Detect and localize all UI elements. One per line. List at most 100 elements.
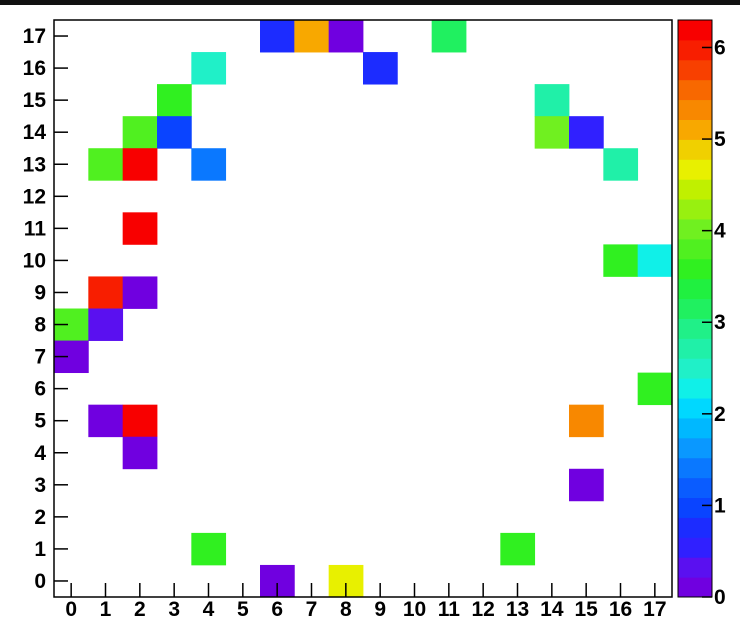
heatmap-cell <box>500 532 536 566</box>
top-border-line <box>0 0 740 5</box>
y-tick-label: 16 <box>23 57 46 80</box>
colorbar-segment <box>678 378 712 399</box>
x-tick-label: 15 <box>574 598 598 620</box>
x-tick-label: 1 <box>100 598 112 620</box>
colorbar-tick-label: 0 <box>714 586 726 609</box>
heatmap-cell <box>294 20 330 53</box>
colorbar-segment <box>678 119 712 140</box>
plot-frame <box>53 19 673 598</box>
heatmap-cell <box>191 148 227 181</box>
heatmap-cell <box>603 244 639 277</box>
heatmap-cell <box>603 148 639 181</box>
colorbar-segment <box>678 159 712 180</box>
colorbar-segment <box>678 238 712 260</box>
x-tick-label: 11 <box>438 598 461 620</box>
colorbar-segment <box>678 218 712 240</box>
x-tick-label: 8 <box>340 598 352 620</box>
heatmap-cell <box>191 52 227 85</box>
colorbar-segment <box>678 258 712 280</box>
y-tick-label: 1 <box>34 538 46 561</box>
x-tick-label: 7 <box>306 598 318 620</box>
x-tick-label: 16 <box>609 598 632 620</box>
heatmap-cell <box>637 372 673 406</box>
colorbar-segment <box>678 477 712 499</box>
colorbar-segment <box>678 577 712 598</box>
colorbar-segment <box>678 298 712 319</box>
x-tick-label: 4 <box>203 598 215 620</box>
colorbar-segment <box>678 318 712 339</box>
heatmap-cell <box>431 20 467 53</box>
heatmap-cell <box>88 404 124 438</box>
y-tick-label: 2 <box>34 506 46 529</box>
heatmap-cell <box>534 84 570 117</box>
colorbar-tick-label: 5 <box>714 128 726 151</box>
colorbar-tick-label: 4 <box>714 220 726 243</box>
heatmap-cell <box>260 20 295 53</box>
heatmap-cell <box>157 116 192 149</box>
heatmap-cell <box>122 212 158 245</box>
x-tick-label: 14 <box>540 598 564 620</box>
colorbar-tick-label: 3 <box>714 311 726 334</box>
heatmap-cell <box>569 116 604 149</box>
plot-border <box>53 19 673 598</box>
y-tick-label: 10 <box>23 249 46 272</box>
heatmap-cells <box>54 20 673 598</box>
colorbar-tick-label: 1 <box>714 494 726 517</box>
heatmap-cell <box>328 20 364 53</box>
y-tick-label: 17 <box>23 25 46 48</box>
x-tick-label: 13 <box>506 598 529 620</box>
colorbar-tick-label: 6 <box>714 36 726 59</box>
colorbar-segment <box>678 278 712 300</box>
x-tick-label: 10 <box>403 598 426 620</box>
heatmap-cell <box>191 532 227 566</box>
colorbar-segment <box>678 99 712 120</box>
colorbar-segment <box>678 517 712 538</box>
colorbar-segment <box>678 437 712 459</box>
y-tick-label: 15 <box>23 89 47 112</box>
colorbar-segment <box>678 139 712 160</box>
heatmap-cell <box>534 116 570 149</box>
y-tick-label: 3 <box>34 474 46 497</box>
colorbar-tick-label: 2 <box>714 403 726 426</box>
heatmap-cell <box>122 148 158 181</box>
x-tick-label: 12 <box>471 598 494 620</box>
heatmap-cell <box>88 276 124 309</box>
y-tick-label: 11 <box>24 217 47 240</box>
colorbar-segment <box>678 79 712 101</box>
heatmap-cell <box>122 116 158 149</box>
y-tick-label: 0 <box>34 570 46 593</box>
x-tick-label: 3 <box>168 598 180 620</box>
colorbar-segment <box>678 338 712 359</box>
colorbar-segment <box>678 20 712 41</box>
y-tick-label: 14 <box>23 121 47 144</box>
heatmap-cell <box>363 52 398 85</box>
colorbar-segment <box>678 199 712 220</box>
x-tick-label: 2 <box>134 598 146 620</box>
x-tick-label: 5 <box>237 598 249 620</box>
colorbar-segment <box>678 398 712 419</box>
y-tick-label: 4 <box>34 442 46 465</box>
heatmap-cell <box>122 276 158 309</box>
colorbar: 0 1 2 3 4 5 6 <box>677 19 726 609</box>
x-axis: 0 1 2 3 4 5 6 7 8 9 10 11 12 13 14 15 16 17 <box>65 583 667 620</box>
x-tick-label: 9 <box>374 598 386 620</box>
heatmap-cell <box>88 308 124 341</box>
colorbar-segment <box>678 497 712 518</box>
colorbar-segment <box>678 457 712 479</box>
y-tick-label: 12 <box>23 185 46 208</box>
heatmap-cell <box>122 436 158 470</box>
y-tick-label: 7 <box>34 346 46 369</box>
heatmap-cell <box>637 244 673 277</box>
colorbar-segment <box>678 417 712 439</box>
x-tick-label: 0 <box>65 598 77 620</box>
heatmap-cell <box>569 404 604 438</box>
heatmap-cell <box>122 404 158 438</box>
x-tick-label: 6 <box>271 598 283 620</box>
colorbar-segment <box>678 39 712 61</box>
heatmap-cell <box>157 84 192 117</box>
heatmap-cell <box>88 148 124 181</box>
y-tick-label: 5 <box>34 410 46 433</box>
y-tick-label: 6 <box>34 378 46 401</box>
colorbar-border <box>677 19 713 598</box>
